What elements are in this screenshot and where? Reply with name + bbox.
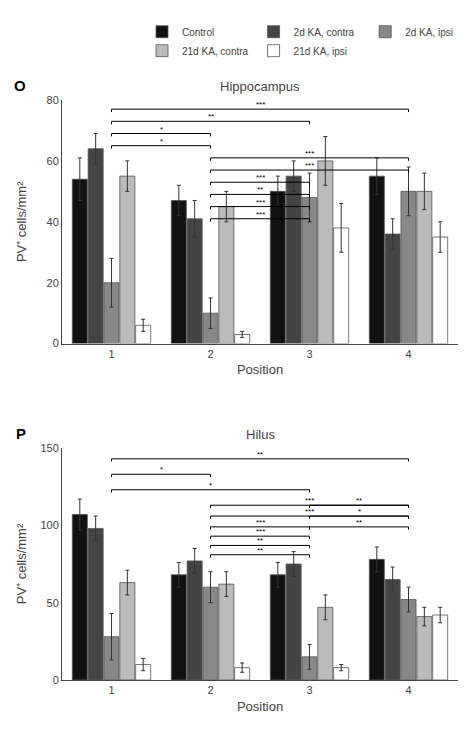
svg-text:3: 3 <box>306 348 312 360</box>
svg-text:***: *** <box>305 496 314 505</box>
svg-text:1: 1 <box>108 348 114 360</box>
svg-text:Hippocampus: Hippocampus <box>220 79 300 94</box>
svg-text:**: ** <box>257 546 263 555</box>
svg-text:4: 4 <box>405 348 411 360</box>
svg-text:***: *** <box>256 527 265 536</box>
svg-text:*: * <box>358 507 361 516</box>
svg-text:P: P <box>16 425 26 442</box>
svg-text:20: 20 <box>47 277 59 289</box>
svg-text:Hilus: Hilus <box>246 427 275 442</box>
svg-text:2d KA, contra: 2d KA, contra <box>294 27 355 38</box>
svg-text:1: 1 <box>108 684 114 696</box>
svg-text:***: *** <box>305 149 314 158</box>
svg-text:Control: Control <box>182 27 214 38</box>
svg-text:***: *** <box>305 507 314 516</box>
svg-text:Position: Position <box>237 362 283 377</box>
svg-text:0: 0 <box>53 674 59 686</box>
svg-text:PV⁺ cells/mm²: PV⁺ cells/mm² <box>14 181 29 262</box>
svg-text:60: 60 <box>47 155 59 167</box>
svg-text:2: 2 <box>207 684 213 696</box>
svg-text:***: *** <box>256 173 265 182</box>
svg-text:40: 40 <box>47 216 59 228</box>
svg-text:**: ** <box>257 450 263 459</box>
svg-text:O: O <box>14 77 26 94</box>
svg-text:Position: Position <box>237 699 283 714</box>
svg-text:**: ** <box>257 536 263 545</box>
svg-text:**: ** <box>208 112 214 121</box>
svg-text:***: *** <box>305 161 314 170</box>
svg-text:*: * <box>160 137 163 146</box>
svg-text:PV⁺ cells/mm²: PV⁺ cells/mm² <box>14 523 29 604</box>
svg-text:21d KA, contra: 21d KA, contra <box>182 46 249 57</box>
svg-text:**: ** <box>257 185 263 194</box>
svg-text:***: *** <box>256 518 265 527</box>
svg-text:0: 0 <box>53 337 59 349</box>
svg-text:*: * <box>209 481 212 490</box>
svg-text:***: *** <box>256 210 265 219</box>
svg-text:2d KA, ipsi: 2d KA, ipsi <box>405 27 453 38</box>
svg-text:100: 100 <box>40 519 58 531</box>
svg-text:***: *** <box>256 100 265 109</box>
svg-text:50: 50 <box>47 597 59 609</box>
svg-text:3: 3 <box>306 684 312 696</box>
svg-text:*: * <box>160 125 163 134</box>
svg-text:80: 80 <box>47 94 59 106</box>
svg-text:**: ** <box>356 518 362 527</box>
svg-text:150: 150 <box>40 442 58 454</box>
svg-text:***: *** <box>256 198 265 207</box>
svg-text:4: 4 <box>405 684 411 696</box>
svg-text:*: * <box>160 465 163 474</box>
svg-text:21d KA, ipsi: 21d KA, ipsi <box>294 46 347 57</box>
svg-text:**: ** <box>356 496 362 505</box>
svg-text:2: 2 <box>207 348 213 360</box>
